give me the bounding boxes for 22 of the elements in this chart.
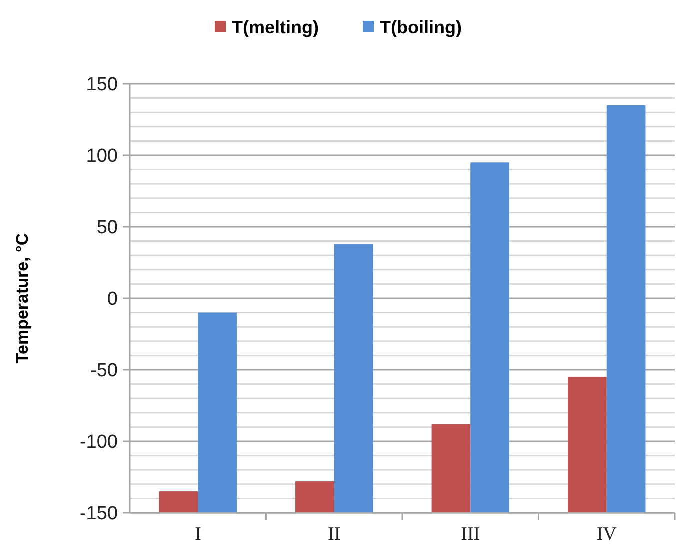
bar bbox=[568, 377, 607, 513]
y-tick-label: 0 bbox=[107, 289, 118, 310]
y-tick-label: 100 bbox=[86, 146, 118, 168]
y-tick-label: -150 bbox=[80, 504, 118, 525]
y-tick-label: -100 bbox=[80, 432, 118, 454]
bar bbox=[432, 424, 471, 513]
x-tick-label: III bbox=[461, 524, 480, 545]
bar bbox=[198, 312, 237, 513]
x-tick-label: I bbox=[194, 524, 202, 545]
legend-label: T(boiling) bbox=[380, 17, 462, 38]
bar bbox=[296, 482, 334, 513]
bar bbox=[470, 162, 510, 513]
y-tick-label: -50 bbox=[90, 360, 118, 382]
x-tick-label: II bbox=[328, 524, 341, 545]
legend-label: T(melting) bbox=[232, 17, 319, 38]
y-axis-title: Temperature, °C bbox=[13, 233, 32, 364]
x-tick-label: IV bbox=[596, 524, 618, 545]
bar bbox=[606, 105, 646, 513]
bar bbox=[334, 244, 374, 513]
bar bbox=[159, 492, 198, 513]
y-tick-label: 150 bbox=[86, 74, 118, 96]
y-tick-label: 50 bbox=[96, 218, 118, 239]
